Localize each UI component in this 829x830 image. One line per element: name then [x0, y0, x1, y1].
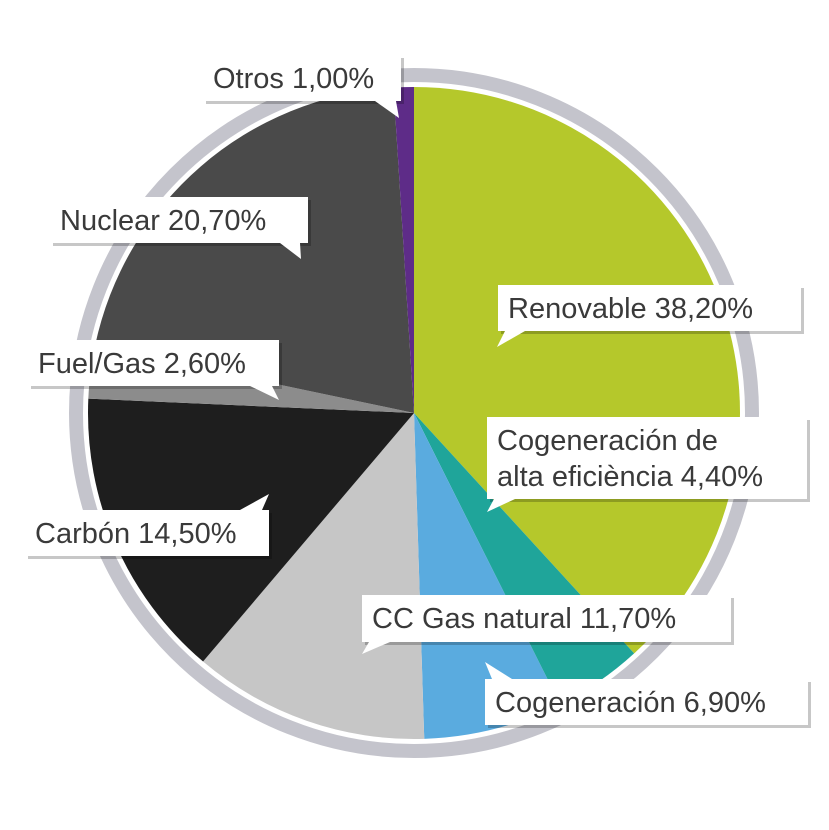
slice-label-text: Carbón 14,50% — [35, 518, 237, 550]
slice-label-text: alta eficiència 4,40% — [497, 461, 763, 493]
slice-label-text: Cogeneración 6,90% — [495, 687, 766, 719]
label-box — [362, 595, 731, 642]
label-pointer — [250, 386, 279, 400]
label-box — [498, 285, 801, 331]
label-pointer — [362, 642, 390, 654]
label-pointer — [485, 662, 512, 679]
label-box — [28, 340, 279, 386]
slice-label: Otros 1,00% — [203, 55, 404, 118]
slice-label-text: Fuel/Gas 2,60% — [38, 348, 246, 380]
pie-slice — [203, 413, 425, 740]
slice-label-text: CC Gas natural 11,70% — [372, 603, 676, 635]
slice-label-text: Otros 1,00% — [213, 63, 374, 95]
slice-label: CC Gas natural 11,70% — [362, 595, 734, 654]
label-pointer — [497, 331, 525, 347]
label-box — [485, 679, 808, 725]
label-pointer — [240, 494, 269, 510]
pie-slice — [414, 413, 561, 739]
label-pointer — [487, 499, 515, 512]
slice-label: Cogeneración 6,90% — [485, 662, 811, 728]
label-pointer — [375, 101, 399, 118]
slice-label: Nuclear 20,70% — [50, 197, 311, 259]
pie-slice — [393, 86, 414, 413]
slice-label-text: Renovable 38,20% — [508, 293, 753, 325]
label-box — [487, 417, 807, 499]
label-box — [50, 197, 308, 243]
slice-label: Carbón 14,50% — [25, 494, 272, 559]
slice-label: Fuel/Gas 2,60% — [28, 340, 282, 400]
label-box — [203, 55, 401, 101]
slice-label: Cogeneración de alta eficiència 4,40% — [487, 417, 810, 512]
slice-label: Renovable 38,20% — [497, 285, 804, 347]
label-box — [25, 510, 269, 556]
outer-ring — [69, 68, 759, 758]
slice-label-text: Cogeneración de — [497, 425, 718, 457]
pie-slice — [414, 87, 741, 654]
label-pointer — [280, 243, 301, 259]
pie-slice — [94, 87, 414, 413]
slice-label-text: Nuclear 20,70% — [60, 205, 266, 237]
pie-slices — [88, 86, 741, 740]
slice-callouts: Renovable 38,20% Cogeneración de alta efic… — [25, 55, 811, 728]
